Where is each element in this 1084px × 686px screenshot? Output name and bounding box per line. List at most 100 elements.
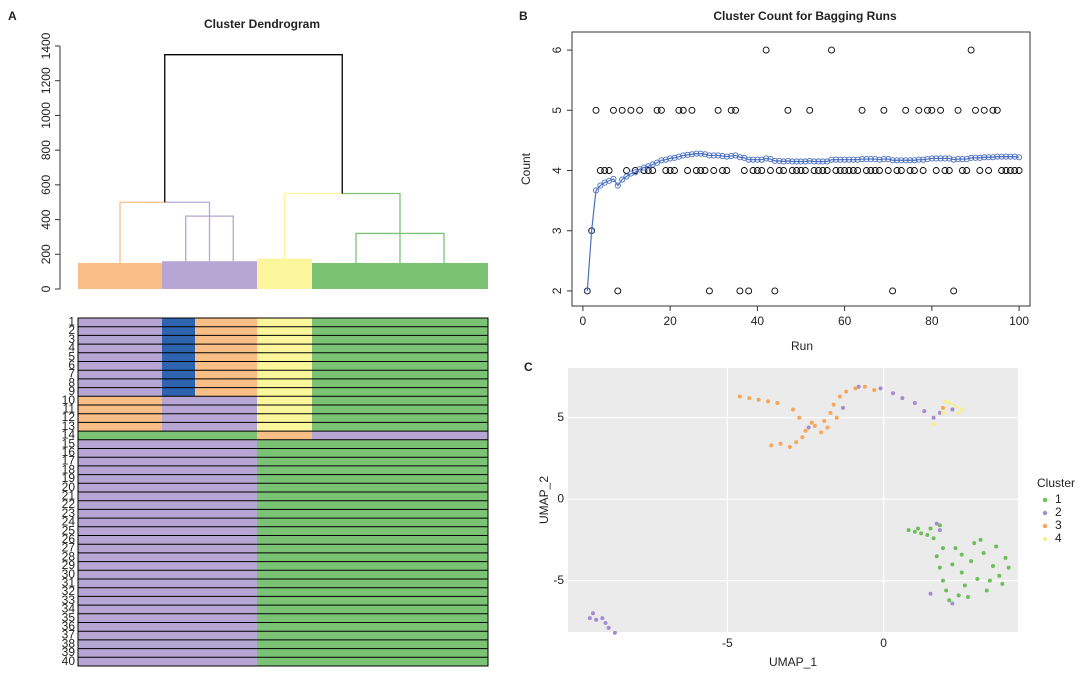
point: [596, 167, 604, 174]
point: [958, 167, 966, 174]
point: [867, 156, 874, 163]
point: [902, 157, 909, 164]
heatmap-cell: [195, 352, 258, 362]
point: [728, 153, 735, 160]
merge-branch: [164, 54, 254, 203]
point: [976, 167, 984, 174]
heatmap-cell: [257, 492, 313, 502]
row-label: 34: [62, 602, 76, 616]
point: [967, 46, 975, 54]
legend-label: 1: [1055, 492, 1062, 506]
point: [853, 386, 858, 391]
heatmap-cell: [162, 587, 196, 597]
point: [600, 616, 605, 621]
row-label: 16: [62, 445, 76, 459]
leaf-block: [162, 261, 257, 289]
heatmap-cell: [78, 631, 163, 641]
y-tick-label: 0: [39, 285, 53, 292]
point: [906, 167, 914, 174]
point: [981, 154, 988, 161]
point: [884, 167, 892, 174]
point: [597, 182, 604, 189]
heatmap-cell: [257, 518, 313, 528]
point: [688, 106, 696, 114]
heatmap-cell: [257, 535, 313, 545]
heatmap-cell: [162, 457, 196, 467]
point: [891, 391, 895, 396]
row-label: 17: [62, 454, 76, 468]
point: [937, 155, 944, 162]
heatmap-cell: [257, 613, 313, 623]
point: [609, 106, 617, 114]
heatmap-cell: [312, 631, 489, 641]
y-tick-label: 800: [39, 140, 53, 160]
point: [793, 158, 800, 165]
point: [968, 154, 975, 161]
point: [684, 167, 692, 174]
heatmap-cell: [78, 318, 163, 328]
y-tick-label: 5: [550, 107, 564, 114]
point: [693, 150, 700, 157]
point: [797, 158, 805, 165]
point: [978, 537, 983, 542]
point: [915, 106, 923, 114]
point: [822, 418, 827, 423]
row-label: 23: [62, 506, 76, 520]
heatmap-cell: [78, 396, 163, 406]
point: [845, 167, 853, 174]
point: [710, 167, 718, 174]
point: [932, 167, 940, 174]
cluster-branch: [185, 215, 234, 262]
point: [828, 410, 833, 415]
point: [972, 154, 979, 161]
point: [950, 287, 958, 295]
heatmap-cell: [162, 552, 196, 562]
legend-label: 3: [1055, 518, 1062, 532]
heatmap-cell: [312, 657, 489, 667]
point: [937, 565, 942, 570]
heatmap-cell: [257, 648, 313, 658]
heatmap-cell: [312, 639, 489, 649]
point: [623, 173, 630, 180]
plot-border: [571, 31, 1031, 307]
heatmap-cell: [162, 492, 196, 502]
heatmap-cell: [312, 552, 489, 562]
legend-label: 4: [1055, 531, 1062, 545]
point: [584, 287, 591, 294]
point: [959, 156, 966, 163]
heatmap-cell: [257, 405, 313, 415]
heatmap-cell: [162, 326, 196, 336]
heatmap-cell: [162, 318, 196, 328]
point: [671, 154, 678, 161]
point: [844, 389, 849, 394]
heatmap-cell: [78, 579, 163, 589]
point: [710, 152, 717, 159]
heatmap-cell: [162, 405, 196, 415]
x-tick-label: 80: [925, 314, 939, 328]
cluster-branch: [355, 232, 445, 263]
point: [800, 435, 805, 440]
heatmap-cell: [257, 457, 313, 467]
point: [931, 422, 936, 427]
row-label: 27: [62, 541, 76, 555]
row-label: 15: [62, 436, 76, 450]
point: [814, 167, 822, 174]
heatmap-cell: [78, 448, 163, 458]
point: [862, 384, 867, 389]
point: [749, 156, 757, 163]
point: [841, 405, 845, 410]
row-label: 1: [68, 315, 75, 329]
point: [836, 167, 844, 174]
point: [758, 167, 766, 174]
heatmap-cell: [162, 605, 196, 615]
heatmap-cell: [312, 492, 489, 502]
chart-title: Cluster Dendrogram: [204, 17, 320, 31]
point: [841, 167, 849, 174]
point: [587, 616, 592, 621]
point: [815, 158, 822, 165]
heatmap-cell: [195, 474, 258, 484]
point: [980, 106, 988, 114]
point: [950, 562, 955, 567]
point: [984, 588, 989, 593]
row-label: 11: [63, 402, 76, 416]
